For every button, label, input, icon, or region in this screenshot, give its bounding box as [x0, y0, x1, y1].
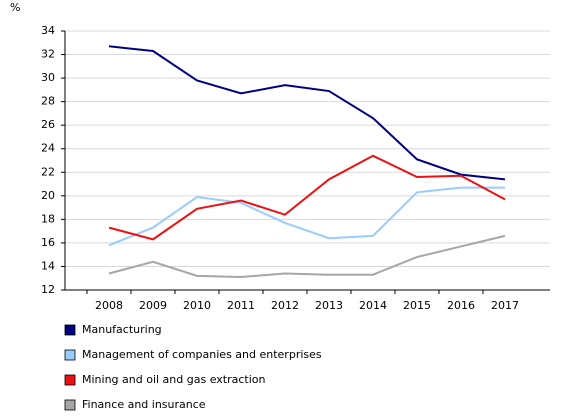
y-tick-label: 26 [41, 118, 55, 131]
series-line [108, 45, 506, 181]
x-tick-label: 2013 [315, 299, 343, 312]
x-tick-label: 2015 [403, 299, 431, 312]
x-tick-label: 2009 [139, 299, 167, 312]
legend-label: Mining and oil and gas extraction [82, 373, 266, 386]
x-tick-label: 2017 [491, 299, 519, 312]
y-tick-label: 28 [41, 95, 55, 108]
y-tick-label: 18 [41, 212, 55, 225]
legend-swatch [64, 399, 76, 411]
y-tick-label: 24 [41, 142, 55, 155]
series-line [108, 154, 506, 241]
y-tick-label: 22 [41, 165, 55, 178]
y-tick-label: 34 [41, 24, 55, 37]
x-tick-label: 2011 [227, 299, 255, 312]
x-tick-label: 2016 [447, 299, 475, 312]
x-tick-label: 2014 [359, 299, 387, 312]
legend-swatch [64, 374, 76, 386]
x-tick-label: 2010 [183, 299, 211, 312]
y-tick-label: 12 [41, 283, 55, 296]
y-tick-label: 30 [41, 71, 55, 84]
legend-label: Manufacturing [82, 323, 162, 336]
y-tick-label: 16 [41, 236, 55, 249]
legend-swatch [64, 324, 76, 336]
y-axis-label: % [10, 1, 20, 14]
y-tick-label: 20 [41, 189, 55, 202]
y-tick-label: 32 [41, 48, 55, 61]
x-tick-label: 2012 [271, 299, 299, 312]
legend-label: Management of companies and enterprises [82, 348, 322, 361]
series-line [108, 186, 505, 247]
legend-label: Finance and insurance [82, 398, 206, 411]
y-tick-label: 14 [41, 259, 55, 272]
legend-swatch [64, 349, 76, 361]
series-line [108, 234, 506, 279]
x-tick-label: 2008 [95, 299, 123, 312]
